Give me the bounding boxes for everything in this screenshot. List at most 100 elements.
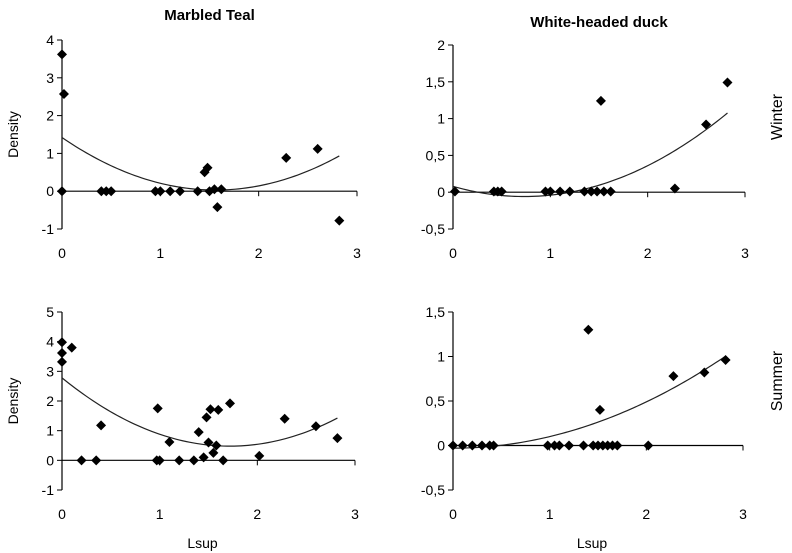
trend-line: [452, 112, 728, 198]
data-point: [586, 186, 597, 197]
data-point: [192, 186, 203, 197]
data-point: [669, 183, 680, 194]
data-point: [57, 49, 67, 60]
data-point: [66, 342, 77, 353]
x-tick-label: 0: [58, 245, 66, 261]
data-point: [58, 89, 69, 100]
y-tick-label: 4: [46, 334, 54, 350]
x-tick-label: 3: [351, 506, 359, 522]
data-point: [595, 95, 606, 106]
x-tick-label: 0: [449, 245, 457, 261]
data-point: [106, 186, 117, 197]
data-point: [57, 337, 67, 348]
data-point: [76, 455, 87, 466]
data-point: [96, 420, 107, 431]
data-point: [165, 186, 176, 197]
data-point: [154, 455, 165, 466]
data-point: [334, 215, 345, 226]
data-point: [720, 355, 731, 366]
y-tick-label: 1,5: [426, 304, 446, 320]
data-point: [209, 184, 220, 195]
y-tick-label: 5: [46, 304, 54, 320]
data-point: [57, 347, 67, 358]
data-point: [542, 440, 553, 451]
y-tick-label: 2: [46, 393, 54, 409]
data-point: [212, 202, 223, 213]
y-tick-label: 0: [46, 452, 54, 468]
data-point: [701, 119, 712, 130]
x-tick-label: 2: [255, 245, 263, 261]
data-point: [449, 186, 460, 197]
data-point: [578, 440, 589, 451]
data-point: [448, 440, 458, 451]
x-axis-label: Lsup: [577, 535, 608, 551]
data-point: [91, 455, 102, 466]
y-tick-label: 0: [437, 438, 445, 454]
data-point: [496, 186, 507, 197]
data-point: [457, 440, 468, 451]
trend-line: [61, 137, 340, 191]
data-point: [152, 403, 163, 414]
data-point: [279, 413, 290, 424]
data-point: [699, 367, 710, 378]
data-point: [310, 421, 321, 432]
y-tick-label: 1: [437, 111, 445, 127]
data-point: [594, 404, 605, 415]
y-tick-label: 1: [46, 423, 54, 439]
panel-title: White-headed duck: [530, 14, 668, 31]
x-tick-label: 2: [642, 506, 650, 522]
data-point: [203, 437, 214, 448]
x-tick-label: 3: [739, 506, 747, 522]
y-tick-label: -0,5: [421, 482, 445, 498]
y-tick-label: -1: [42, 482, 55, 498]
data-point: [592, 186, 603, 197]
data-point: [193, 427, 204, 438]
data-point: [564, 440, 574, 451]
row-label: Winter: [769, 93, 786, 140]
data-point: [213, 404, 224, 415]
data-point: [211, 440, 222, 451]
data-point: [545, 186, 556, 197]
data-point: [564, 186, 575, 197]
data-point: [254, 450, 265, 461]
trend-line: [452, 355, 726, 449]
data-point: [643, 440, 654, 451]
y-tick-label: 2: [46, 108, 54, 124]
y-axis-label: Density: [5, 111, 21, 158]
data-point: [208, 447, 219, 458]
data-point: [164, 436, 175, 447]
data-point: [579, 186, 590, 197]
x-tick-label: 3: [741, 245, 749, 261]
data-point: [175, 186, 185, 197]
data-point: [554, 440, 565, 451]
data-point: [605, 186, 616, 197]
y-tick-label: 2: [437, 37, 445, 53]
x-tick-label: 3: [353, 245, 361, 261]
x-axis-label: Lsup: [187, 535, 218, 551]
data-point: [198, 452, 209, 463]
x-tick-label: 0: [58, 506, 66, 522]
x-tick-label: 2: [253, 506, 261, 522]
data-point: [155, 186, 166, 197]
data-point: [612, 440, 623, 451]
data-point: [281, 152, 292, 163]
x-tick-label: 2: [644, 245, 652, 261]
x-tick-label: 0: [449, 506, 457, 522]
data-point: [216, 184, 227, 195]
x-tick-label: 1: [546, 506, 554, 522]
data-point: [668, 371, 679, 382]
y-tick-label: -0,5: [421, 221, 445, 237]
data-point: [224, 398, 235, 409]
data-point: [218, 455, 229, 466]
data-point: [722, 77, 733, 88]
y-tick-label: 0,5: [426, 393, 446, 409]
y-tick-label: 1: [46, 145, 54, 161]
data-point: [583, 324, 594, 335]
data-point: [205, 404, 216, 415]
row-label: Summer: [769, 350, 786, 411]
x-tick-label: 1: [156, 506, 164, 522]
y-axis-label: Density: [5, 378, 21, 425]
data-point: [57, 186, 67, 197]
y-tick-label: 0: [46, 183, 54, 199]
